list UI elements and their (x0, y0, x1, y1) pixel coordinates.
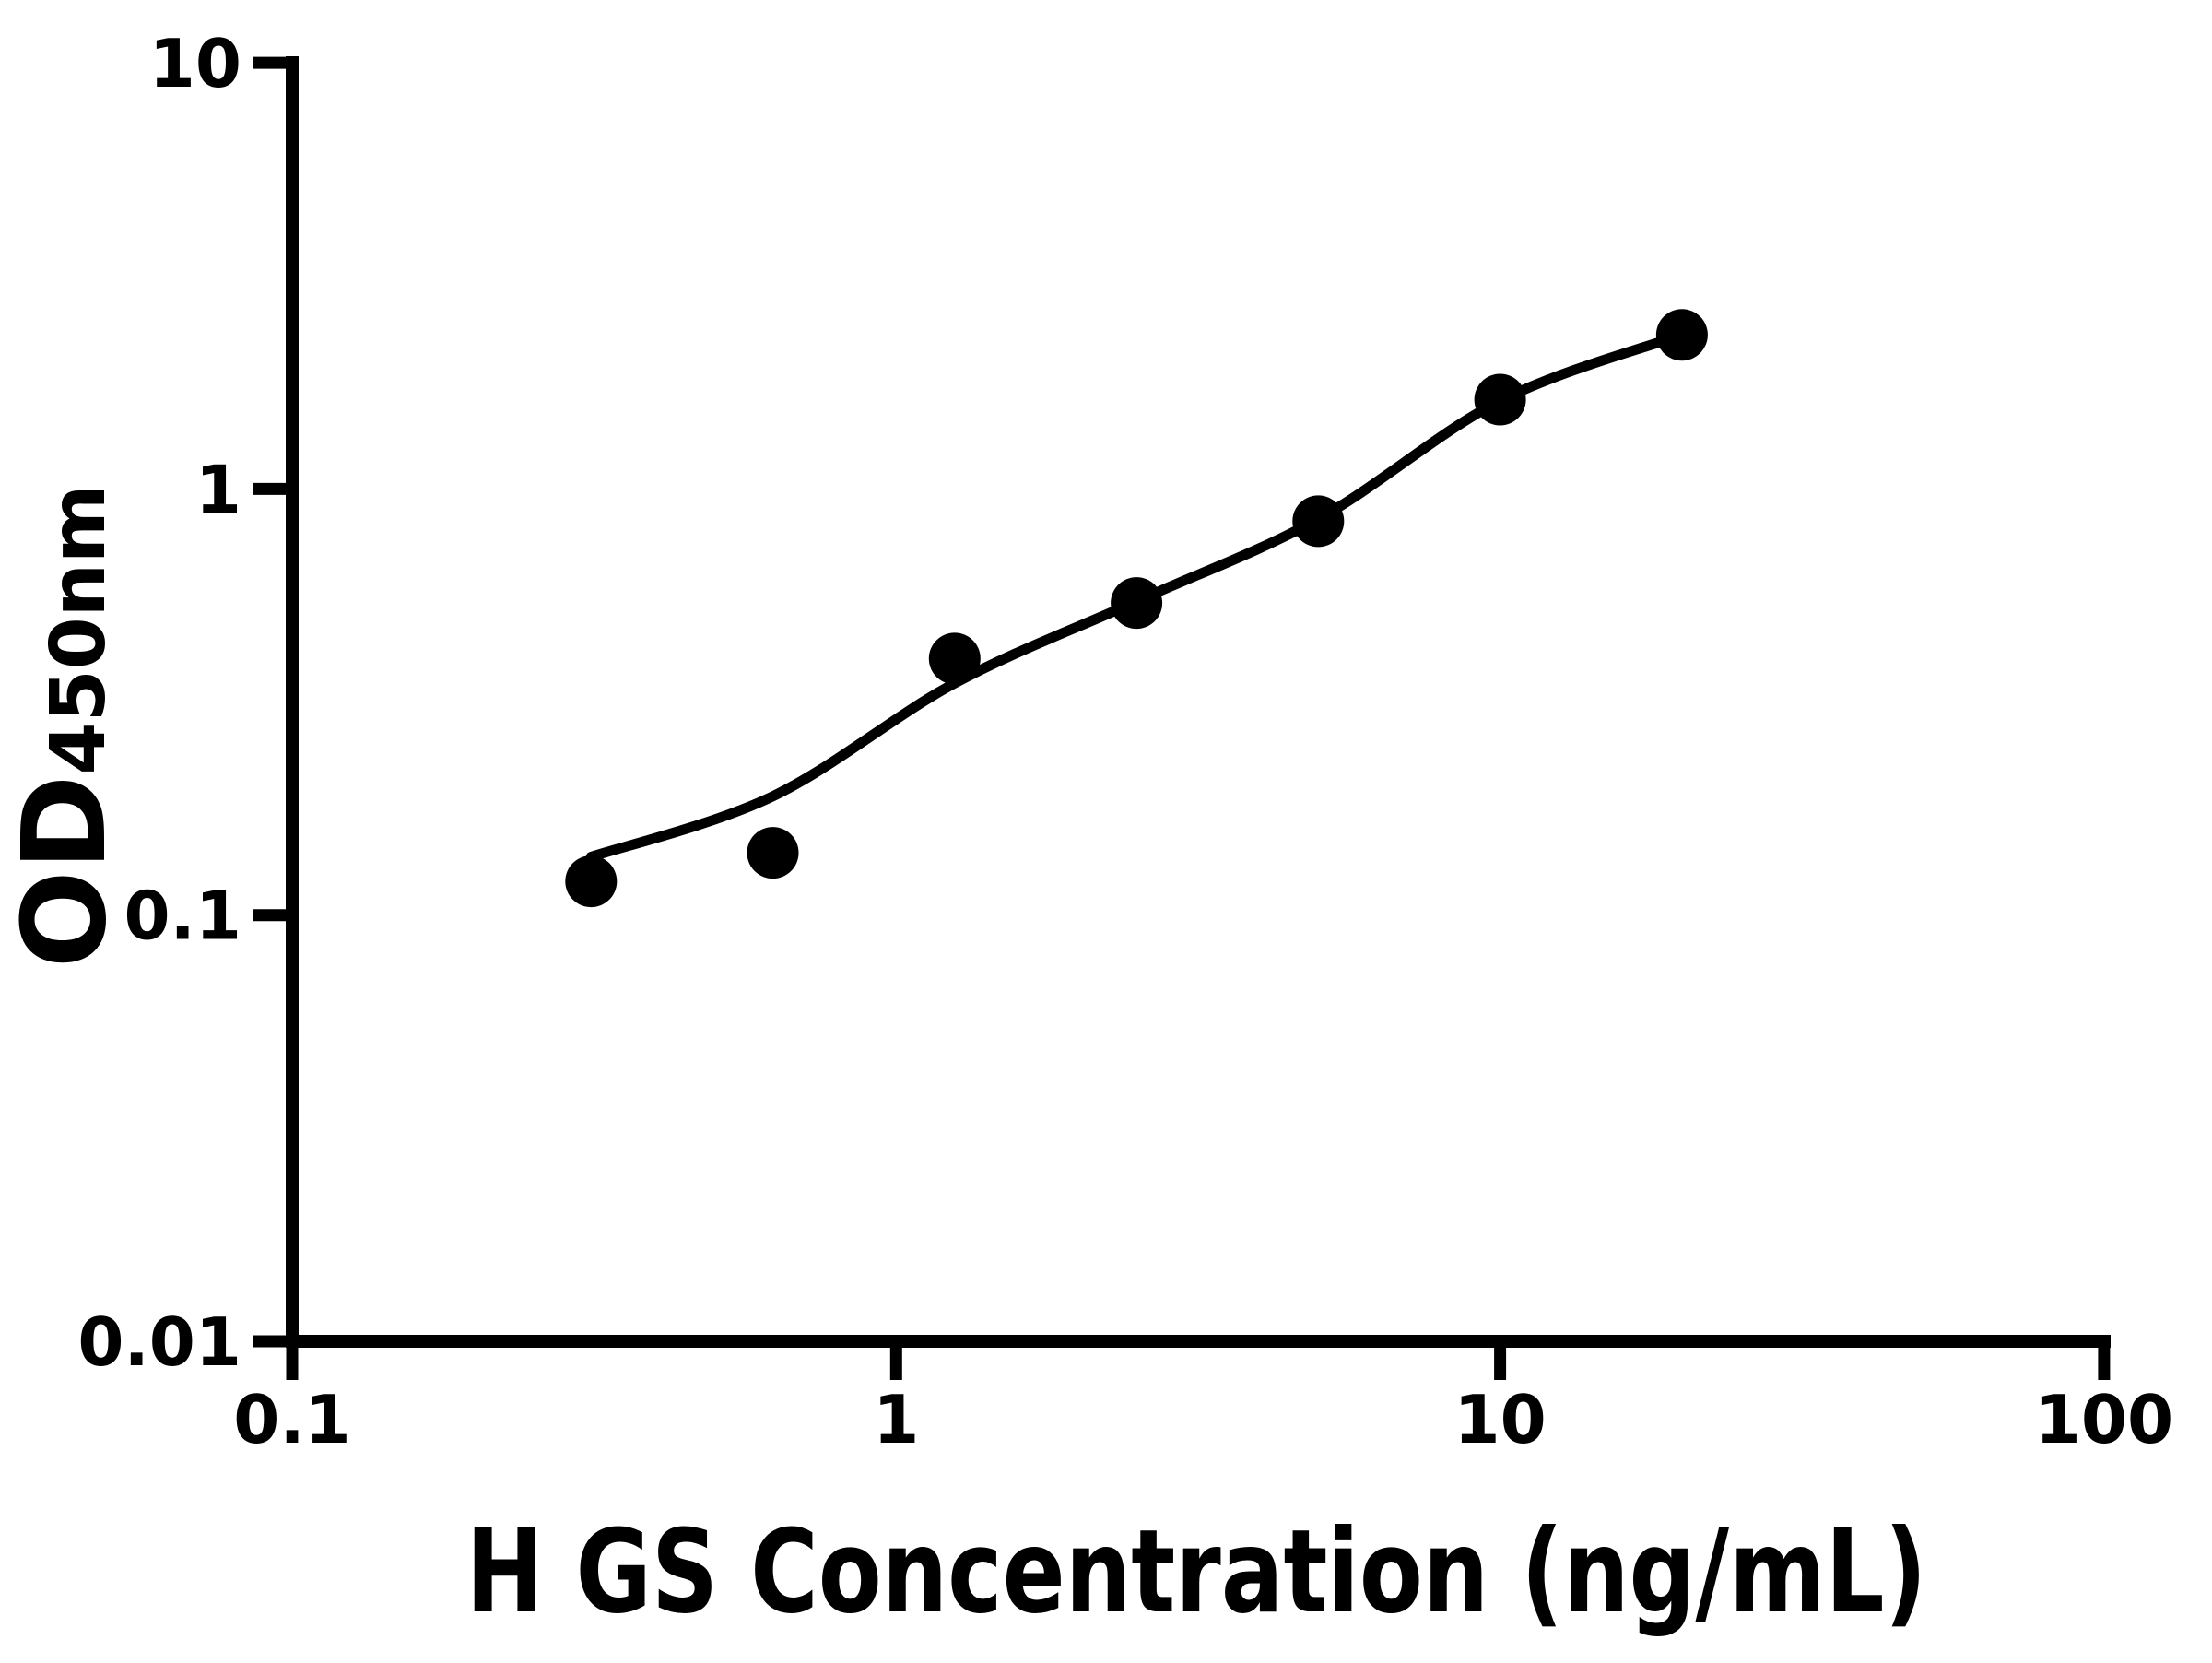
y-axis-title: OD450nm (0, 484, 132, 968)
x-axis-tick-label: 0.1 (233, 1381, 351, 1458)
data-point (928, 632, 981, 685)
data-point (1474, 373, 1526, 426)
y-axis-tick-label: 0.01 (77, 1303, 241, 1381)
data-point (747, 827, 799, 879)
x-axis-title: H GS Concentration (ng/mL) (466, 1505, 1927, 1639)
y-axis-title-sub: 450nm (35, 484, 123, 774)
data-point (1655, 309, 1708, 361)
x-axis-tick-label: 100 (2035, 1381, 2173, 1458)
y-axis-tick-label: 0.1 (124, 878, 241, 955)
data-point (565, 855, 618, 908)
data-point (1292, 495, 1345, 548)
x-axis-tick-label: 1 (873, 1381, 919, 1458)
y-axis-title-main: OD (0, 774, 132, 968)
data-point (1111, 577, 1163, 630)
x-axis-tick-label: 10 (1453, 1381, 1546, 1458)
y-axis-tick-label: 1 (195, 451, 241, 528)
y-axis-tick-label: 10 (149, 25, 241, 102)
